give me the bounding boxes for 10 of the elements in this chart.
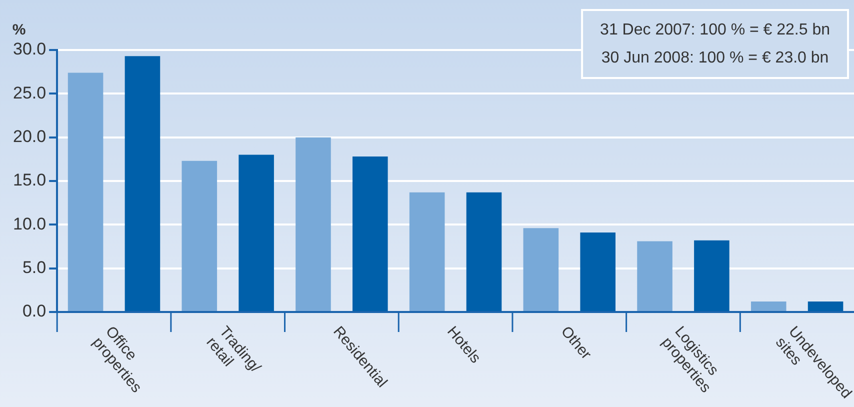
y-tick-label: 10.0 — [12, 214, 46, 234]
text: 31 Dec 2007: 100 % = € 22.5 bn — [600, 21, 830, 38]
y-tick-label: 0.0 — [22, 302, 46, 321]
y-tick-label: 20.0 — [12, 127, 46, 146]
y-axis-title: % — [12, 22, 26, 39]
annotation: 30 Jun 2008: 100 % = € 23.0 bn — [601, 49, 829, 66]
y-tick-label: 30.0 — [12, 40, 46, 59]
y-tick-label: 5.0 — [22, 258, 46, 278]
y-tick-label: 15.0 — [12, 170, 46, 190]
y-tick-label: 25.0 — [12, 83, 46, 102]
